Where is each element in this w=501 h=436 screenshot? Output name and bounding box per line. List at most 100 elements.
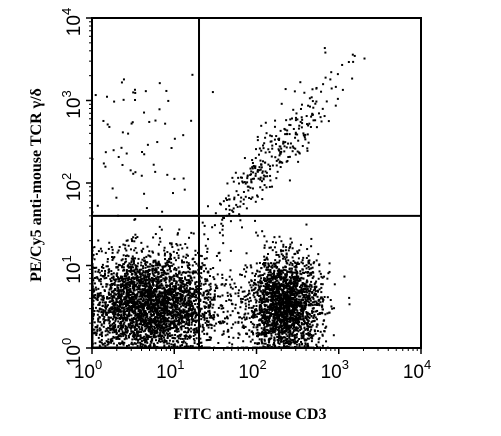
event-dot [157,272,160,275]
event-dot [153,325,156,328]
event-dot [178,310,181,313]
event-dot [147,292,150,295]
event-dot [173,319,176,322]
event-dot [186,246,189,249]
event-dot [162,273,165,276]
event-dot [209,338,212,341]
event-dot [93,267,96,270]
event-dot [150,318,153,321]
event-dot [99,291,102,294]
event-dot [99,278,102,281]
event-dot [124,327,127,330]
event-dot [139,328,142,331]
event-dot [131,285,134,288]
event-dot [93,246,96,249]
event-dot [266,291,269,294]
event-dot [282,289,285,292]
event-dot [304,287,307,290]
event-dot [258,324,261,327]
event-dot [182,316,185,319]
event-dot [93,321,96,324]
event-dot [141,317,144,320]
event-dot [104,301,107,304]
event-dot [119,305,122,308]
event-dot [256,294,259,297]
event-dot [166,291,169,294]
event-dot [283,311,286,314]
event-dot [308,292,311,295]
event-dot [311,320,314,323]
event-dot [169,256,172,259]
event-dot [191,295,194,298]
event-dot [152,261,155,264]
event-dot [289,320,292,323]
event-dot [143,256,146,259]
event-dot [192,299,195,302]
event-dot [92,253,95,256]
event-dot [176,314,179,317]
event-dot [138,281,141,284]
event-dot [304,285,307,288]
event-dot [119,335,122,338]
event-dot [288,340,291,343]
event-dot [298,262,301,265]
event-dot [199,325,202,328]
event-dot [194,281,197,284]
event-dot [201,294,204,297]
event-dot [155,326,158,329]
event-dot [303,271,306,274]
event-dot [106,333,109,336]
event-dot [157,287,160,290]
event-dot [233,282,236,285]
event-dot [164,324,167,327]
event-dot [98,278,101,281]
event-dot [113,278,116,281]
event-dot [174,316,177,319]
event-dot [180,265,183,268]
event-dot [146,265,149,268]
event-dot [180,316,183,319]
event-dot [111,311,114,314]
event-dot [148,274,151,277]
event-dot [119,317,122,320]
event-dot [273,336,276,339]
event-dot [273,285,276,288]
event-dot [325,340,328,343]
event-dot [210,323,213,326]
event-dot [125,239,128,242]
event-dot [229,293,232,296]
event-dot [296,251,299,254]
event-dot [279,269,282,272]
event-dot [213,289,216,292]
event-dot [193,339,196,342]
event-dot [113,316,116,319]
event-dot [141,336,144,339]
event-dot [306,322,309,325]
event-dot [170,242,173,245]
event-dot [100,341,103,344]
event-dot [234,321,237,324]
event-dot [272,277,275,280]
event-dot [125,272,128,275]
event-dot [304,315,307,318]
event-dot [188,302,191,305]
event-dot [137,279,140,282]
event-dot [283,256,286,259]
event-dot [208,283,211,286]
event-dot [319,301,322,304]
event-dot [126,272,129,275]
event-dot [121,342,124,345]
event-dot [169,303,172,306]
event-dot [149,322,152,325]
event-dot [173,256,176,259]
event-dot [158,324,161,327]
event-dot [187,335,190,338]
event-dot [171,322,174,325]
event-dot [145,302,148,305]
event-dot [267,324,270,327]
event-dot [179,321,182,324]
event-dot [126,254,129,257]
event-dot [194,253,197,256]
event-dot [179,281,182,284]
event-dot [261,274,264,277]
